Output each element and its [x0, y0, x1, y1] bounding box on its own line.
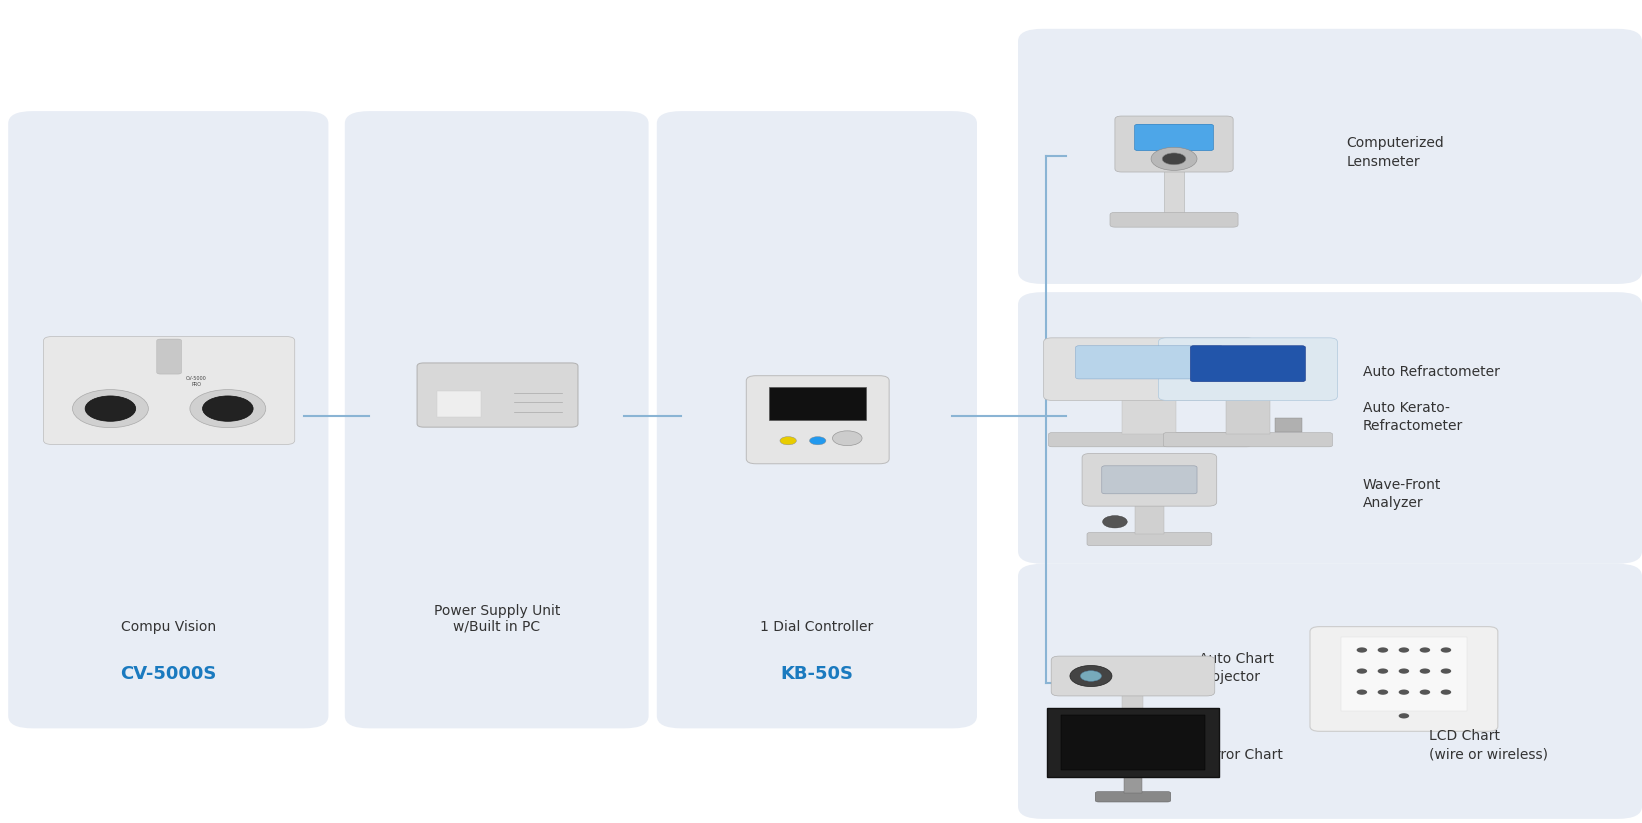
FancyBboxPatch shape	[1044, 338, 1254, 400]
Bar	[1061, 715, 1205, 770]
FancyBboxPatch shape	[1190, 346, 1305, 382]
Bar	[1342, 637, 1466, 710]
FancyBboxPatch shape	[1115, 116, 1233, 172]
Circle shape	[1420, 648, 1430, 653]
FancyBboxPatch shape	[657, 111, 977, 728]
Text: CV-5000S: CV-5000S	[120, 665, 217, 683]
FancyBboxPatch shape	[1110, 212, 1238, 227]
FancyBboxPatch shape	[1135, 124, 1213, 151]
Circle shape	[810, 436, 826, 444]
FancyBboxPatch shape	[1049, 433, 1250, 447]
Text: Computerized
Lensmeter: Computerized Lensmeter	[1346, 136, 1445, 169]
Bar	[1164, 146, 1184, 218]
Bar	[1276, 418, 1302, 431]
FancyBboxPatch shape	[1018, 564, 1642, 819]
FancyBboxPatch shape	[1051, 656, 1215, 696]
Bar	[437, 392, 481, 417]
Text: CV-5000
PRO: CV-5000 PRO	[186, 376, 207, 387]
Text: Auto Chart
Projector: Auto Chart Projector	[1199, 652, 1274, 685]
Text: 1 Dial Controller: 1 Dial Controller	[760, 620, 874, 634]
Text: LCD Chart
(wire or wireless): LCD Chart (wire or wireless)	[1429, 728, 1547, 761]
Circle shape	[1356, 690, 1368, 695]
FancyBboxPatch shape	[1018, 29, 1642, 284]
Text: Power Supply Unit
w/Built in PC: Power Supply Unit w/Built in PC	[433, 603, 560, 634]
FancyBboxPatch shape	[1159, 338, 1337, 400]
Bar	[1123, 366, 1177, 435]
Circle shape	[1103, 515, 1128, 528]
Circle shape	[190, 389, 266, 428]
Circle shape	[1399, 648, 1409, 653]
FancyBboxPatch shape	[1087, 532, 1212, 546]
Circle shape	[72, 389, 148, 428]
Circle shape	[1356, 668, 1368, 674]
FancyBboxPatch shape	[1102, 466, 1197, 494]
Text: Compu Vision: Compu Vision	[122, 620, 215, 634]
Circle shape	[1399, 668, 1409, 674]
FancyBboxPatch shape	[43, 337, 296, 444]
Text: Auto Kerato-
Refractometer: Auto Kerato- Refractometer	[1363, 401, 1463, 434]
FancyBboxPatch shape	[1018, 292, 1642, 564]
Circle shape	[1420, 668, 1430, 674]
FancyBboxPatch shape	[1164, 433, 1333, 447]
Bar	[1135, 497, 1164, 534]
Text: Wave-Front
Analyzer: Wave-Front Analyzer	[1363, 477, 1442, 510]
FancyBboxPatch shape	[8, 111, 328, 728]
Circle shape	[1071, 666, 1112, 686]
Bar	[1227, 377, 1269, 435]
FancyBboxPatch shape	[345, 111, 649, 728]
Circle shape	[85, 396, 136, 421]
Circle shape	[1399, 714, 1409, 718]
Text: KB-50S: KB-50S	[780, 665, 854, 683]
Circle shape	[1440, 690, 1452, 695]
Circle shape	[1378, 690, 1387, 695]
Circle shape	[1440, 668, 1452, 674]
Circle shape	[1163, 153, 1186, 165]
Circle shape	[1080, 671, 1102, 681]
FancyBboxPatch shape	[417, 363, 578, 427]
FancyBboxPatch shape	[1103, 724, 1163, 738]
Circle shape	[1151, 147, 1197, 170]
Circle shape	[1356, 648, 1368, 653]
FancyBboxPatch shape	[745, 375, 890, 464]
Circle shape	[1420, 690, 1430, 695]
FancyBboxPatch shape	[1076, 346, 1223, 379]
Bar	[1125, 777, 1141, 793]
Text: Mirror Chart: Mirror Chart	[1199, 747, 1282, 762]
Circle shape	[832, 431, 862, 446]
FancyBboxPatch shape	[158, 339, 181, 374]
Bar	[1123, 686, 1143, 726]
Circle shape	[839, 436, 855, 444]
FancyBboxPatch shape	[1082, 453, 1217, 506]
Bar	[770, 387, 867, 420]
Circle shape	[1440, 648, 1452, 653]
Text: Auto Refractometer: Auto Refractometer	[1363, 365, 1499, 379]
Circle shape	[202, 396, 253, 421]
FancyBboxPatch shape	[1095, 792, 1171, 802]
Circle shape	[780, 436, 796, 444]
Circle shape	[1399, 690, 1409, 695]
Circle shape	[1378, 668, 1387, 674]
Bar	[1048, 708, 1218, 777]
FancyBboxPatch shape	[1310, 626, 1498, 732]
Circle shape	[1378, 648, 1387, 653]
